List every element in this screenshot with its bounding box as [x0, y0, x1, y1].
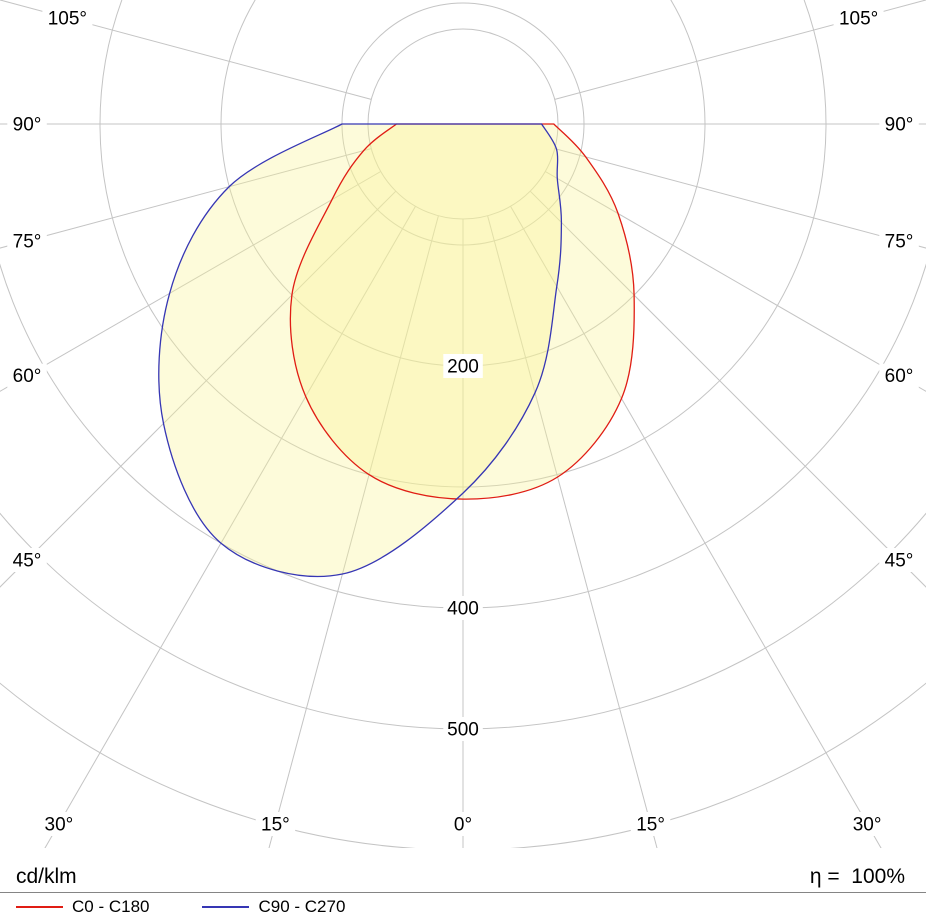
angle-tick-label-right-105: 105° [839, 9, 878, 30]
angle-tick-label-left-105: 105° [48, 9, 87, 30]
legend-label-c0-c180: C0 - C180 [72, 897, 149, 917]
angle-tick-label-left-60: 60° [13, 366, 42, 387]
angle-tick-label-left-15: 15° [261, 815, 290, 836]
angle-tick-label-left-75: 75° [13, 231, 42, 252]
units-label: cd/klm [16, 865, 77, 889]
legend-item-c90-c270: C90 - C270 [202, 897, 345, 917]
angle-tick-label-left-30: 30° [45, 815, 74, 836]
radius-tick-label-400: 400 [447, 599, 479, 620]
angle-tick-label-right-45: 45° [885, 551, 914, 572]
footer: cd/klm η = 100% C0 - C180 C90 - C270 [0, 848, 926, 921]
legend-item-c0-c180: C0 - C180 [16, 897, 149, 917]
radius-tick-label-200: 200 [447, 357, 479, 378]
angle-tick-label-left-90: 90° [13, 115, 42, 136]
angle-tick-label-right-15: 15° [636, 815, 665, 836]
polar-chart-svg: 200 400 500 0° 15° 15° 30° 30° 45° 45° 60° 60° 75° 75… [0, 0, 926, 848]
legend-label-c90-c270: C90 - C270 [258, 897, 345, 917]
angle-tick-label-right-30: 30° [853, 815, 882, 836]
legend-line-blue-swatch [202, 906, 249, 908]
angle-tick-label-right-60: 60° [885, 366, 914, 387]
legend: C0 - C180 C90 - C270 [0, 893, 926, 921]
series-fill-1 [159, 124, 562, 576]
radius-tick-label-500: 500 [447, 720, 479, 741]
angle-tick-label-right-75: 75° [885, 231, 914, 252]
angle-tick-label-right-0: 0° [454, 815, 472, 836]
polar-chart-area: 200 400 500 0° 15° 15° 30° 30° 45° 45° 60° 60° 75° 75… [0, 0, 926, 848]
angle-tick-label-right-90: 90° [885, 115, 914, 136]
legend-line-red-swatch [16, 906, 63, 908]
footer-top-row: cd/klm η = 100% [0, 848, 926, 892]
angle-tick-label-left-45: 45° [13, 551, 42, 572]
efficiency-label: η = 100% [810, 865, 905, 889]
